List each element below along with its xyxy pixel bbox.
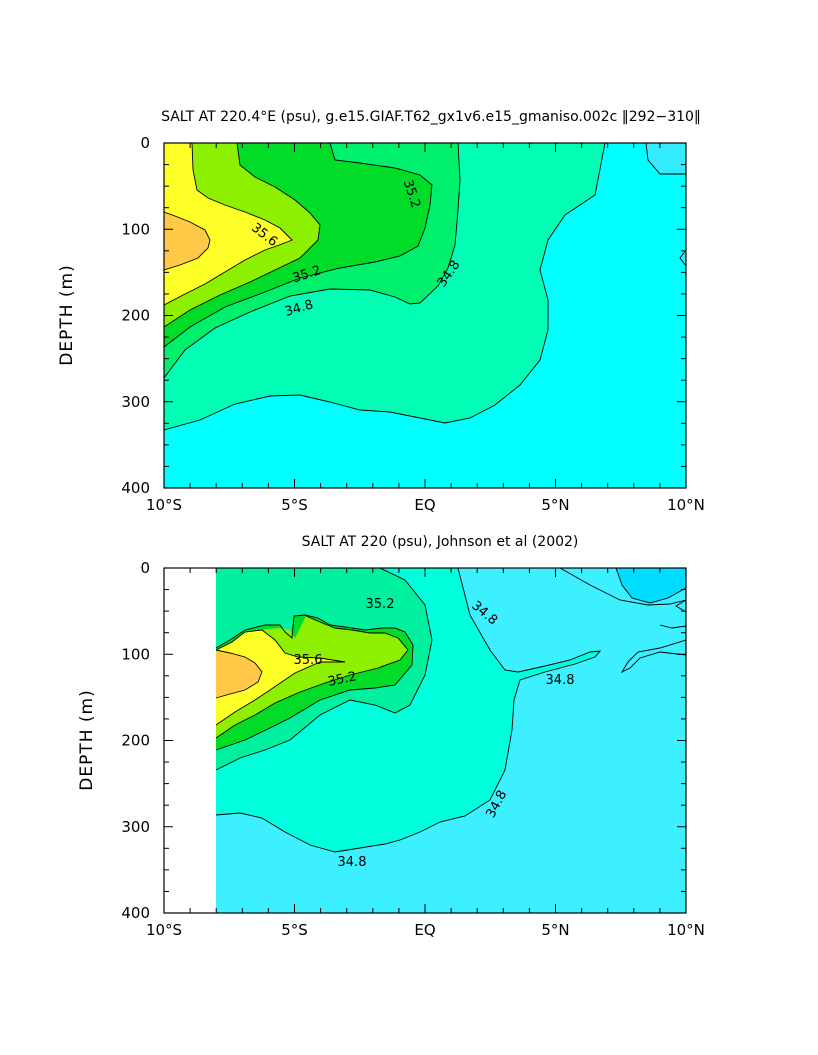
panel-model-axes: 10°S 5°S EQ 5°N 10°N 0 100 200 300 400 — [121, 134, 705, 514]
panel-obs-fill — [216, 568, 686, 913]
band-gt-35.8 — [216, 650, 262, 698]
contour-label: 35.6 — [294, 653, 323, 668]
x-tick-label: 10°N — [667, 921, 705, 939]
panel-model-ylabel: DEPTH (m) — [57, 264, 77, 365]
x-tick-label: 5°N — [541, 921, 569, 939]
panel-obs: SALT AT 220 (psu), Johnson et al (2002) — [77, 534, 705, 939]
band-lt-34.6 — [616, 568, 686, 603]
x-tick-label: 5°S — [281, 496, 308, 514]
y-tick-label: 0 — [140, 134, 150, 152]
panel-obs-ylabel: DEPTH (m) — [77, 689, 97, 790]
x-tick-label: EQ — [414, 921, 435, 939]
contour-label: 34.8 — [338, 855, 367, 870]
x-tick-label: 5°N — [541, 496, 569, 514]
y-tick-label: 200 — [121, 732, 150, 750]
y-tick-label: 400 — [121, 904, 150, 922]
contour-label: 35.2 — [366, 597, 395, 612]
band-lt-34.6-small — [680, 250, 686, 266]
y-tick-label: 100 — [121, 220, 150, 238]
x-tick-label: 10°S — [146, 496, 182, 514]
y-tick-label: 300 — [121, 818, 150, 836]
panel-obs-contour-labels: 35.2 34.8 35.6 35.2 34.8 34.8 34.8 — [294, 597, 575, 870]
band-lt-34.6 — [646, 143, 686, 174]
panel-obs-title: SALT AT 220 (psu), Johnson et al (2002) — [302, 534, 579, 550]
y-tick-label: 200 — [121, 307, 150, 325]
band-gt-35.8 — [164, 212, 210, 270]
y-tick-label: 100 — [121, 645, 150, 663]
x-tick-label: EQ — [414, 496, 435, 514]
y-tick-label: 300 — [121, 393, 150, 411]
x-tick-label: 5°S — [281, 921, 308, 939]
panel-model-title: SALT AT 220.4°E (psu), g.e15.GIAF.T62_gx… — [161, 109, 701, 125]
contour-label: 34.8 — [546, 673, 575, 688]
x-tick-label: 10°S — [146, 921, 182, 939]
y-tick-label: 400 — [121, 479, 150, 497]
panel-obs-axes: 10°S 5°S EQ 5°N 10°N 0 100 200 300 400 — [121, 559, 705, 939]
band-35.6-35.8 — [164, 143, 292, 305]
band-35.6-35.8 — [216, 630, 345, 725]
y-tick-label: 0 — [140, 559, 150, 577]
x-tick-label: 10°N — [667, 496, 705, 514]
panel-obs-contours — [215, 568, 686, 853]
panel-model-fill — [164, 143, 686, 488]
panel-model: SALT AT 220.4°E (psu), g.e15.GIAF.T62_gx… — [57, 109, 705, 514]
panel-model-contours — [164, 143, 686, 431]
contour-label: 35.2 — [327, 669, 358, 690]
